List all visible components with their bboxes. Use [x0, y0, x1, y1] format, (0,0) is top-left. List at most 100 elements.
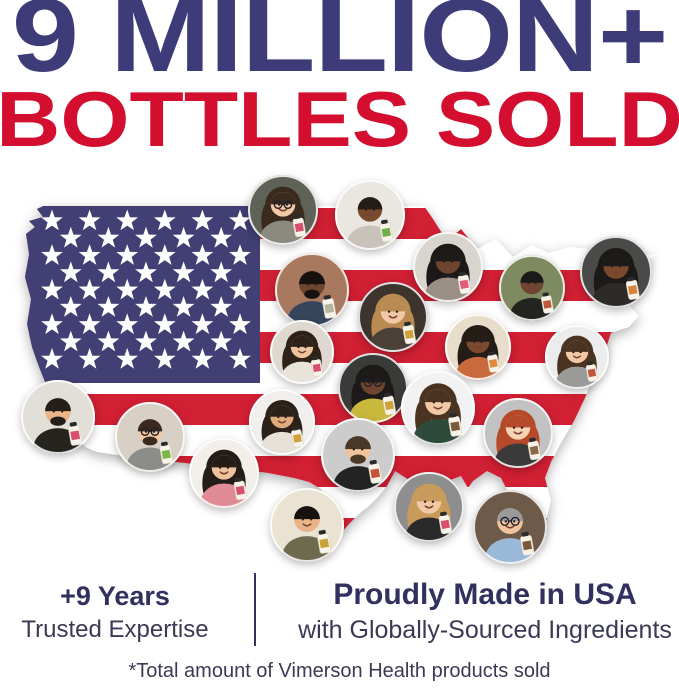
- customer-photo: [473, 490, 547, 564]
- stat-years-title: +9 Years: [60, 581, 170, 611]
- supplement-bottle: [541, 292, 554, 314]
- customer-photo: [338, 353, 408, 423]
- supplement-bottle: [292, 214, 306, 238]
- flag-star: [191, 209, 214, 231]
- flag-star: [191, 278, 214, 300]
- flag-star: [41, 209, 63, 231]
- headline-bottles-sold: BOTTLES SOLD: [0, 75, 679, 163]
- customer-photo: [545, 325, 609, 389]
- supplement-bottle: [379, 219, 393, 243]
- customer-photo: [394, 472, 464, 542]
- flag-star: [153, 244, 176, 265]
- customer-photo: [115, 402, 185, 472]
- flag-star: [153, 278, 176, 300]
- flag-star: [153, 347, 176, 369]
- flag-star: [78, 278, 101, 300]
- supplement-bottle: [585, 361, 598, 382]
- customer-photo: [275, 253, 349, 327]
- flag-star: [191, 347, 214, 369]
- flag-star: [59, 226, 82, 248]
- flag-star: [229, 244, 251, 265]
- supplement-bottle: [625, 276, 640, 300]
- flag-star: [153, 209, 176, 231]
- customer-photo: [499, 255, 565, 321]
- supplement-bottle: [487, 351, 500, 373]
- supplement-bottle: [402, 321, 416, 345]
- flag-star: [135, 261, 157, 283]
- flag-star: [116, 278, 139, 300]
- customer-photo: [483, 398, 553, 468]
- supplement-bottle: [382, 392, 396, 416]
- flag-star: [210, 296, 233, 317]
- flag-star: [78, 347, 101, 369]
- customer-photo: [21, 380, 95, 454]
- stat-made-subtitle: with Globally-Sourced Ingredients: [298, 616, 672, 644]
- flag-star: [78, 209, 101, 231]
- supplement-bottle: [448, 412, 463, 437]
- flag-star: [59, 330, 82, 352]
- customer-photo: [413, 232, 483, 302]
- flag-star: [97, 261, 120, 283]
- supplement-bottle: [159, 441, 173, 465]
- flag-star: [172, 296, 195, 317]
- flag-star: [97, 296, 120, 317]
- flag-star: [41, 347, 63, 369]
- supplement-bottle: [310, 356, 323, 377]
- flag-star: [41, 278, 63, 300]
- flag-star: [210, 330, 233, 352]
- supplement-bottle: [527, 437, 541, 461]
- flag-star: [191, 244, 214, 265]
- supplement-bottle: [322, 294, 337, 319]
- stat-years-subtitle: Trusted Expertise: [21, 616, 209, 643]
- supplement-bottle: [520, 531, 535, 556]
- flag-star: [41, 313, 63, 335]
- supplement-bottle: [457, 271, 471, 295]
- flag-star: [229, 313, 251, 335]
- customer-photo: [335, 180, 405, 250]
- flag-star: [135, 226, 157, 248]
- customer-photo: [270, 488, 344, 562]
- stat-made-in-usa: Proudly Made in USA with Globally-Source…: [298, 578, 672, 645]
- flag-star: [229, 209, 251, 231]
- flag-star: [172, 261, 195, 283]
- supplement-bottle: [291, 426, 304, 448]
- footnote: *Total amount of Vimerson Health product…: [128, 660, 551, 682]
- flag-star: [191, 313, 214, 335]
- stat-made-title: Proudly Made in USA: [333, 578, 637, 611]
- customer-photo: [189, 438, 259, 508]
- customer-photo: [580, 236, 652, 308]
- flag-star: [135, 296, 157, 317]
- customer-photo: [270, 320, 334, 384]
- flag-star: [135, 330, 157, 352]
- supplement-bottle: [438, 511, 452, 535]
- customer-photo: [321, 418, 395, 492]
- flag-star: [210, 261, 233, 283]
- headline-count: 9 MILLION+: [11, 0, 669, 94]
- flag-star: [229, 278, 251, 300]
- customer-photo: [248, 175, 318, 245]
- flag-star: [116, 209, 139, 231]
- flag-star: [78, 313, 101, 335]
- flag-star: [97, 330, 120, 352]
- supplement-bottle: [368, 459, 383, 484]
- flag-star: [59, 296, 82, 317]
- flag-star: [97, 226, 120, 248]
- flag-star: [41, 244, 63, 265]
- flag-star: [116, 313, 139, 335]
- customer-photo: [358, 282, 428, 352]
- flag-star: [153, 313, 176, 335]
- flag-star: [210, 226, 233, 248]
- customer-photo: [249, 389, 315, 455]
- flag-star: [116, 347, 139, 369]
- flag-star: [59, 261, 82, 283]
- flag-star: [172, 226, 195, 248]
- vertical-divider: [254, 573, 256, 646]
- supplement-bottle: [317, 529, 332, 554]
- flag-star: [172, 330, 195, 352]
- customer-photo: [401, 371, 475, 445]
- supplement-bottle: [233, 477, 247, 501]
- flag-star: [116, 244, 139, 265]
- flag-star: [229, 347, 251, 369]
